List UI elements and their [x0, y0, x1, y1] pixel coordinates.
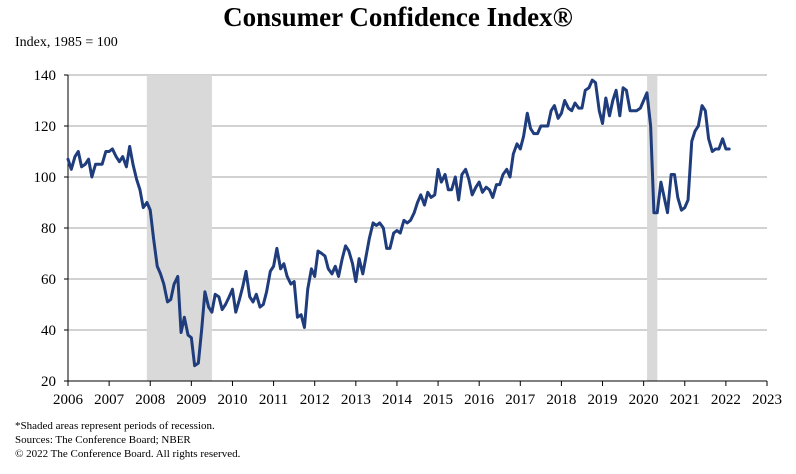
x-tick-label: 2011	[259, 392, 288, 408]
recession-band	[647, 75, 658, 381]
x-tick-label: 2007	[94, 392, 125, 408]
x-tick-label: 2020	[629, 392, 659, 408]
y-tick-label: 120	[34, 119, 57, 135]
x-tick-label: 2014	[382, 392, 413, 408]
footnote-shading: *Shaded areas represent periods of reces…	[15, 420, 215, 432]
x-tick-label: 2018	[546, 392, 576, 408]
y-tick-label: 20	[41, 374, 56, 390]
tick-labels: 20 40 60 80 100 120 140 2006 2007 2008 2009 2010 201…	[34, 68, 783, 408]
y-tick-label: 100	[34, 170, 57, 186]
y-tick-label: 140	[34, 68, 57, 84]
x-tick-label: 2019	[588, 392, 618, 408]
x-tick-label: 2013	[341, 392, 371, 408]
chart-title: Consumer Confidence Index®	[223, 2, 573, 32]
series-line	[66, 78, 731, 368]
x-tick-label: 2009	[176, 392, 206, 408]
x-tick-label: 2017	[505, 392, 536, 408]
axes	[64, 74, 768, 386]
x-tick-label: 2016	[464, 392, 495, 408]
y-axis-unit-label: Index, 1985 = 100	[15, 35, 118, 50]
x-tick-label: 2006	[53, 392, 84, 408]
footnote-copyright: © 2022 The Conference Board. All rights …	[15, 448, 241, 460]
series-layer	[66, 78, 731, 368]
y-tick-label: 60	[41, 272, 56, 288]
x-tick-label: 2021	[670, 392, 700, 408]
x-tick-label: 2023	[752, 392, 782, 408]
x-tick-label: 2010	[217, 392, 247, 408]
y-tick-label: 40	[41, 323, 56, 339]
footnote-sources: Sources: The Conference Board; NBER	[15, 434, 191, 446]
y-tick-label: 80	[41, 221, 56, 237]
x-tick-label: 2022	[711, 392, 741, 408]
x-tick-label: 2015	[423, 392, 453, 408]
x-tick-label: 2008	[135, 392, 165, 408]
x-tick-label: 2012	[300, 392, 330, 408]
